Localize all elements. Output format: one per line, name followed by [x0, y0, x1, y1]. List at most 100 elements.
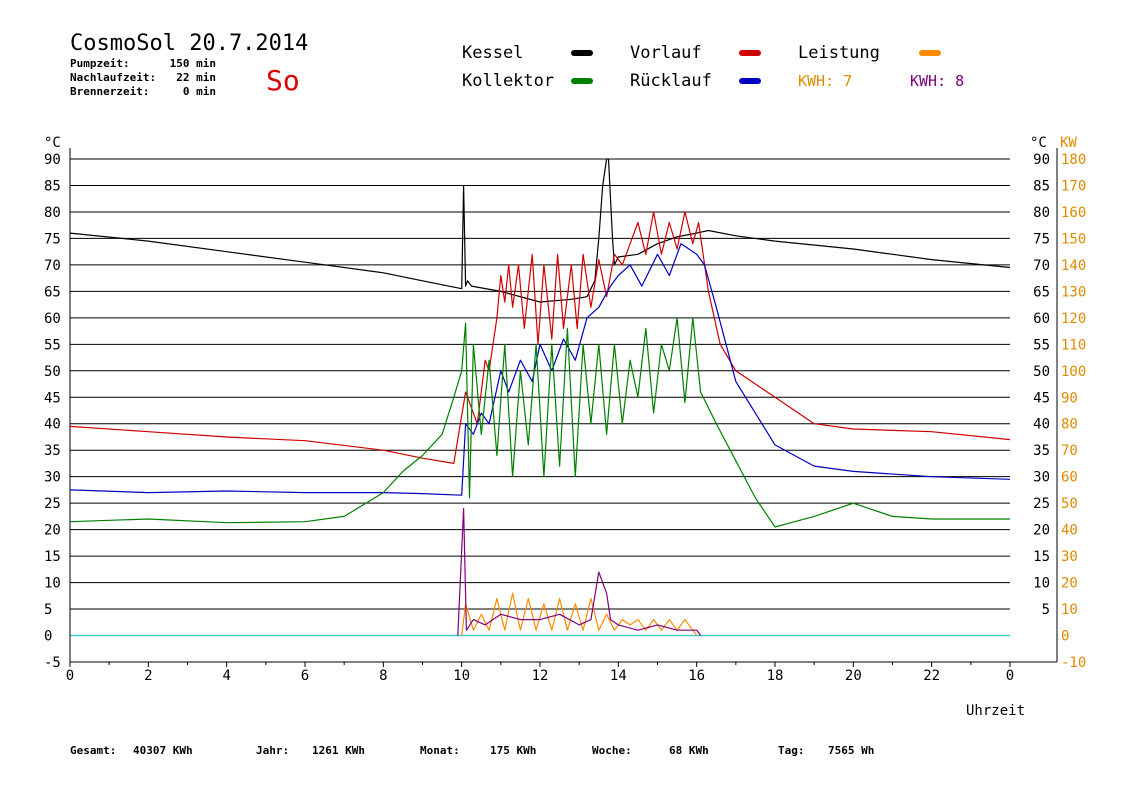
- x-tick-label-1: 2: [144, 668, 152, 684]
- footer-jahr-label: Jahr:: [256, 744, 289, 757]
- y-tick-right-60: 60: [1033, 311, 1050, 327]
- series-kollektor: [69, 317, 1010, 528]
- x-tick-label-3: 6: [301, 668, 309, 684]
- footer-tag-value: 7565 Wh: [828, 744, 874, 757]
- y-tick-right-90: 90: [1033, 152, 1050, 168]
- y-tick-kw-60: 60: [1061, 470, 1078, 486]
- y-tick-kw-120: 120: [1061, 311, 1086, 327]
- y-tick-left-20: 20: [44, 523, 61, 539]
- y-tick-kw-80: 80: [1061, 417, 1078, 433]
- y-axis-left: -5 0 5 10 15 20 25 30 35 40 45 50 55 60 65 70 75 80 85 90: [44, 152, 61, 671]
- footer-woche-value: 68 KWh: [669, 744, 709, 757]
- day-label: So: [266, 64, 300, 97]
- y-tick-kw-40: 40: [1061, 523, 1078, 539]
- legend-vorlauf-label: Vorlauf: [630, 43, 702, 63]
- y-tick-left-0: 0: [44, 629, 52, 645]
- x-axis-label: Uhrzeit: [966, 703, 1025, 719]
- legend-kollektor-label: Kollektor: [462, 71, 554, 91]
- series-ruecklauf: [69, 243, 1011, 496]
- chart-title: CosmoSol 20.7.2014: [70, 31, 308, 56]
- y-tick-left-75: 75: [44, 231, 61, 247]
- y-axis-right-kw-unit: KW: [1060, 135, 1077, 151]
- legend-kessel-swatch: [571, 50, 593, 56]
- series-kessel: [69, 158, 1011, 303]
- legend-ruecklauf-label: Rücklauf: [630, 71, 712, 91]
- y-tick-right-75: 75: [1033, 231, 1050, 247]
- y-tick-right-70: 70: [1033, 258, 1050, 274]
- y-tick-kw-70: 70: [1061, 443, 1078, 459]
- y-tick-left-90: 90: [44, 152, 61, 168]
- y-tick-kw-20: 20: [1061, 576, 1078, 592]
- x-tick-label-12: 0: [1006, 668, 1014, 684]
- y-axis-right-kw: -10 0 10 20 30 40 50 60 70 80 90 100 110 120 130 140 150…: [1061, 152, 1086, 671]
- y-tick-right-25: 25: [1033, 496, 1050, 512]
- y-tick-kw-130: 130: [1061, 284, 1086, 300]
- legend-kwh2-label: KWH: 8: [910, 72, 964, 90]
- y-tick-left-80: 80: [44, 205, 61, 221]
- footer-gesamt-value: 40307 KWh: [133, 744, 193, 757]
- y-tick-left-25: 25: [44, 496, 61, 512]
- y-tick-left-50: 50: [44, 364, 61, 380]
- footer-monat-label: Monat:: [420, 744, 460, 757]
- y-tick-left-60: 60: [44, 311, 61, 327]
- y-tick-kw--10: -10: [1061, 655, 1086, 671]
- legend-leistung-swatch: [919, 50, 941, 56]
- y-tick-left-85: 85: [44, 178, 61, 194]
- series-kwh2: [457, 507, 702, 636]
- y-tick-kw-100: 100: [1061, 364, 1086, 380]
- y-tick-left-5: 5: [44, 602, 52, 618]
- y-tick-left-35: 35: [44, 443, 61, 459]
- y-tick-right-65: 65: [1033, 284, 1050, 300]
- y-tick-left-70: 70: [44, 258, 61, 274]
- footer-jahr-value: 1261 KWh: [312, 744, 365, 757]
- y-tick-kw-180: 180: [1061, 152, 1086, 168]
- stat-pumpzeit-label: Pumpzeit:: [70, 57, 130, 70]
- stat-brennerzeit-label: Brennerzeit:: [70, 85, 149, 98]
- y-tick-kw-10: 10: [1061, 602, 1078, 618]
- y-tick-right-40: 40: [1033, 417, 1050, 433]
- x-tick-label-10: 20: [845, 668, 862, 684]
- y-axis-right: 5 10 15 20 25 30 35 40 45 50 55 60 65 70 75 80 85 90: [1033, 152, 1050, 618]
- x-tick-label-2: 4: [222, 668, 230, 684]
- y-axis-left-unit: °C: [44, 135, 61, 151]
- x-tick-label-4: 8: [379, 668, 387, 684]
- y-tick-left--5: -5: [44, 655, 61, 671]
- legend-kwh1-label: KWH: 7: [798, 72, 852, 90]
- y-tick-kw-50: 50: [1061, 496, 1078, 512]
- y-tick-kw-90: 90: [1061, 390, 1078, 406]
- y-tick-right-20: 20: [1033, 523, 1050, 539]
- y-tick-kw-0: 0: [1061, 629, 1069, 645]
- y-tick-right-30: 30: [1033, 470, 1050, 486]
- y-tick-right-45: 45: [1033, 390, 1050, 406]
- x-axis: 0 2 4 6 8 10 12 14 16 18 20 22 0: [66, 662, 1014, 684]
- x-tick-label-8: 16: [688, 668, 705, 684]
- footer-gesamt-label: Gesamt:: [70, 744, 116, 757]
- y-axis-right-unit: °C: [1030, 135, 1047, 151]
- y-tick-right-15: 15: [1033, 549, 1050, 565]
- series-leistung: [461, 592, 698, 636]
- stat-nachlaufzeit-value: 22 min: [176, 71, 216, 84]
- legend-ruecklauf-swatch: [739, 78, 761, 84]
- y-tick-right-5: 5: [1042, 602, 1050, 618]
- y-tick-kw-140: 140: [1061, 258, 1086, 274]
- y-tick-right-10: 10: [1033, 576, 1050, 592]
- x-tick-label-9: 18: [767, 668, 784, 684]
- legend-vorlauf-swatch: [739, 50, 761, 56]
- x-tick-label-6: 12: [532, 668, 549, 684]
- footer-woche-label: Woche:: [592, 744, 632, 757]
- legend-kessel-label: Kessel: [462, 43, 523, 63]
- y-tick-left-45: 45: [44, 390, 61, 406]
- legend-leistung-label: Leistung: [798, 43, 880, 63]
- y-tick-right-50: 50: [1033, 364, 1050, 380]
- y-tick-right-35: 35: [1033, 443, 1050, 459]
- y-tick-kw-150: 150: [1061, 231, 1086, 247]
- stat-brennerzeit-value: 0 min: [183, 85, 216, 98]
- y-tick-kw-170: 170: [1061, 178, 1086, 194]
- y-tick-kw-110: 110: [1061, 337, 1086, 353]
- series-lines: [69, 158, 1011, 636]
- footer-monat-value: 175 KWh: [490, 744, 536, 757]
- x-tick-label-0: 0: [66, 668, 74, 684]
- y-tick-left-40: 40: [44, 417, 61, 433]
- y-tick-kw-30: 30: [1061, 549, 1078, 565]
